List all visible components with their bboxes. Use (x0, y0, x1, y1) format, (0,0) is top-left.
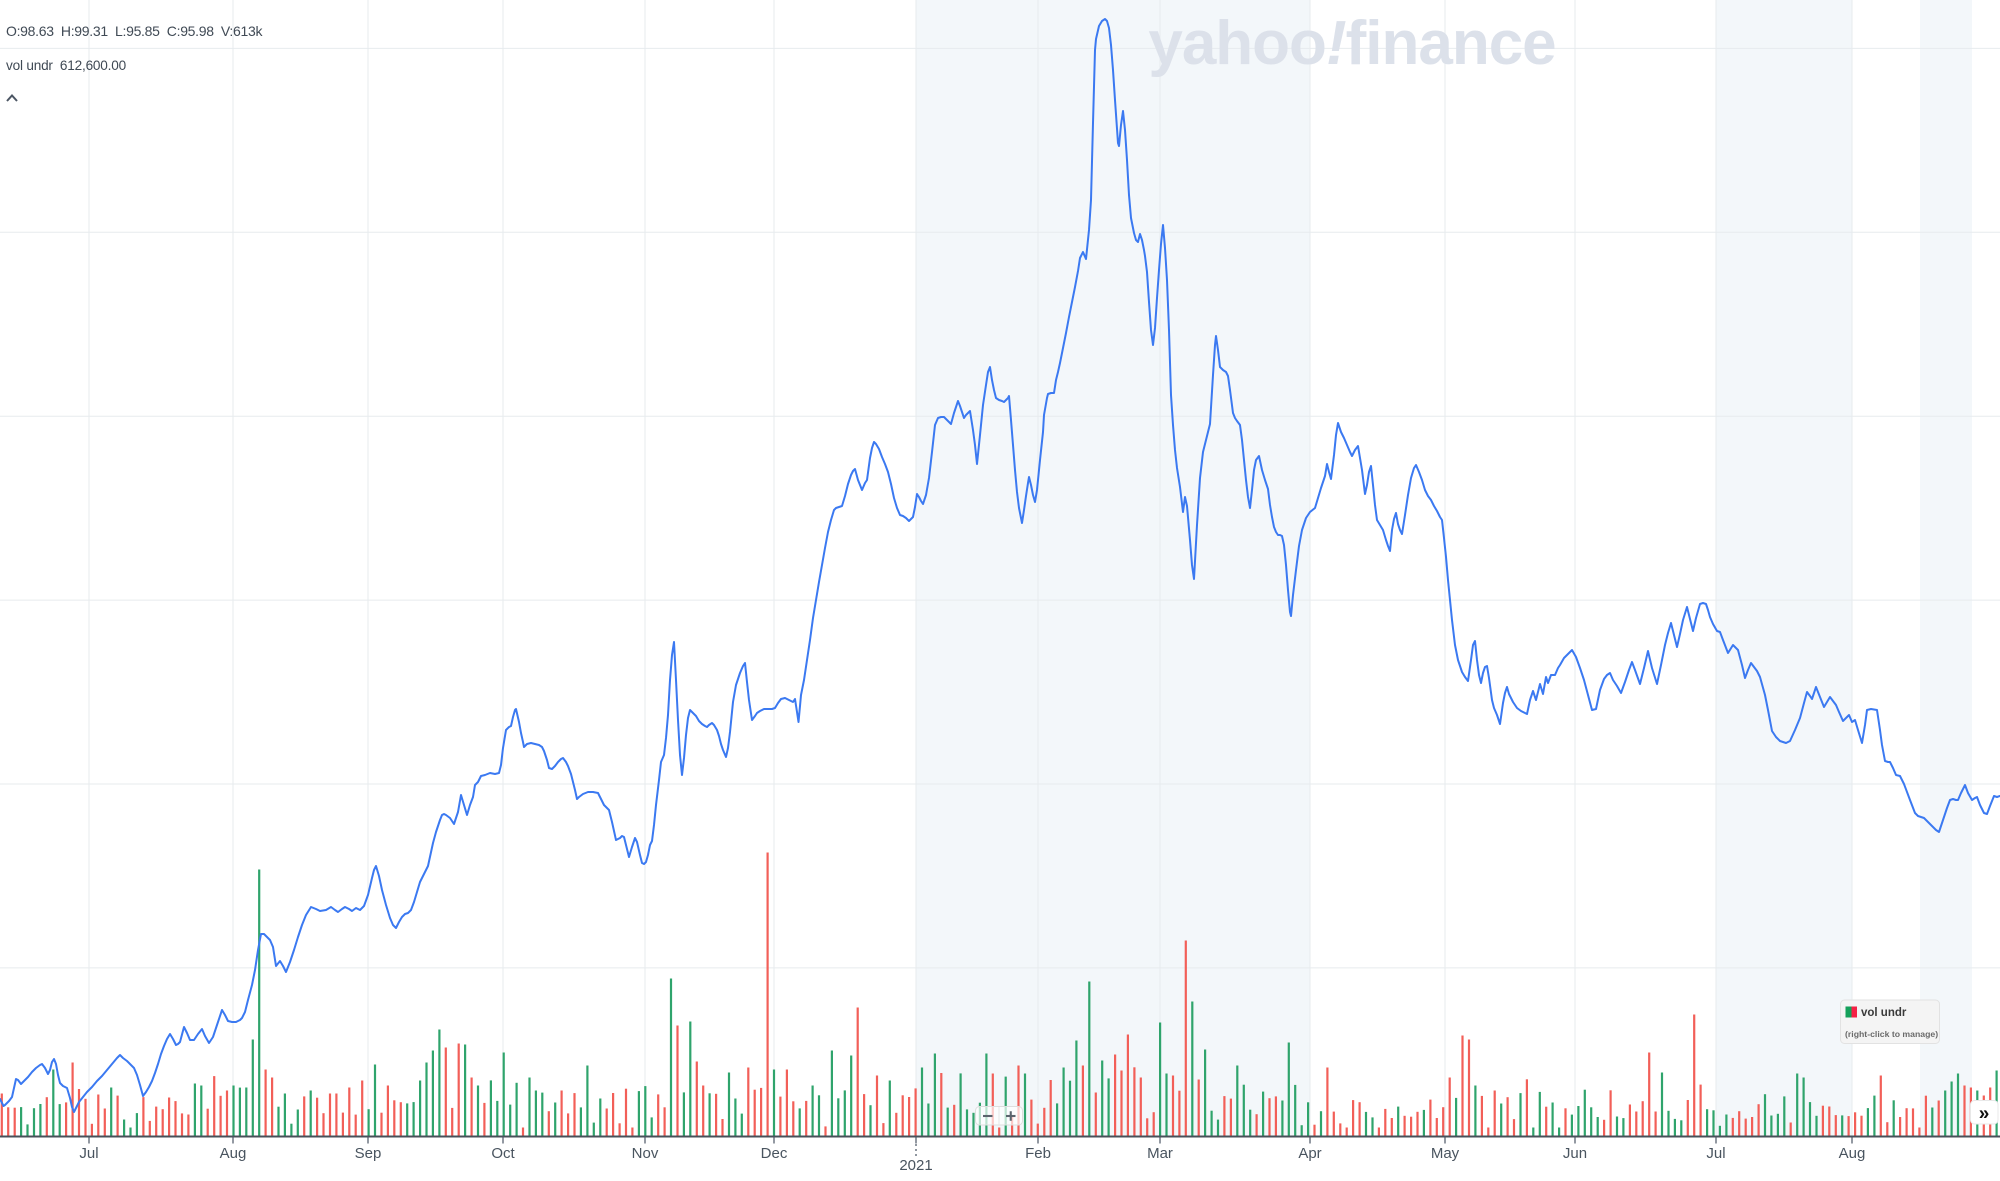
svg-text:Jun: Jun (1563, 1145, 1587, 1162)
svg-text:Nov: Nov (632, 1145, 659, 1162)
svg-text:Jul: Jul (79, 1145, 98, 1162)
svg-text:»: » (1979, 1104, 1990, 1125)
svg-text:Dec: Dec (761, 1145, 788, 1162)
svg-text:Aug: Aug (220, 1145, 247, 1162)
svg-text:O:98.63 H:99.31 L:95.85 C:9: O:98.63 H:99.31 L:95.85 C:95.98 V:613k (6, 23, 263, 39)
svg-text:Sep: Sep (355, 1145, 382, 1162)
svg-text:2021: 2021 (899, 1157, 932, 1174)
svg-text:Feb: Feb (1025, 1145, 1051, 1162)
svg-text:vol undr: vol undr (1861, 1007, 1907, 1019)
svg-text:(right-click to manage): (right-click to manage) (1845, 1029, 1938, 1039)
svg-text:Oct: Oct (491, 1145, 515, 1162)
svg-text:Apr: Apr (1298, 1145, 1321, 1162)
svg-text:Aug: Aug (1839, 1145, 1866, 1162)
svg-text:May: May (1431, 1145, 1460, 1162)
svg-text:Mar: Mar (1147, 1145, 1173, 1162)
svg-text:Jul: Jul (1706, 1145, 1725, 1162)
svg-text:yahoo!finance: yahoo!finance (1148, 9, 1555, 78)
svg-text:vol undr 612,600.00: vol undr 612,600.00 (6, 58, 127, 73)
